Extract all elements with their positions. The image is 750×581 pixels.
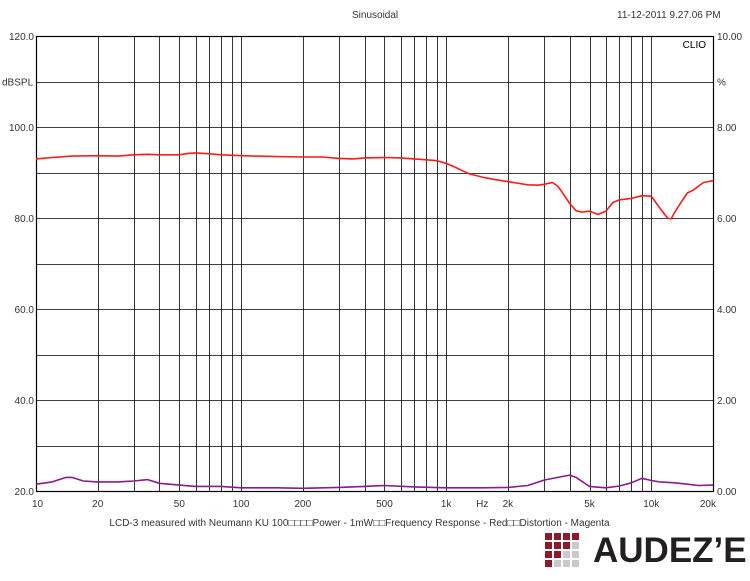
logo-square-icon [545,560,552,567]
logo-square-icon [554,560,561,567]
x-tick-label: 200 [294,499,311,510]
x-tick-label: 5k [584,499,596,510]
logo-square-icon [545,542,552,549]
frequency-response-line [35,152,714,220]
x-tick-label: 10 [32,499,44,510]
x-tick-label: 1k [441,499,453,510]
y2-tick-label: 10.00 [717,32,742,43]
logo-square-icon [572,542,579,549]
y-tick-label: 40.0 [15,396,35,407]
logo-wordmark: AUDEZ’E [593,531,747,570]
y-tick-label: 20.0 [15,487,35,498]
frequency-response-chart: 120.0 100.0 80.0 60.0 40.0 20.0 10.00 8.00 6.00 4… [2,32,742,529]
logo-square-icon [545,551,552,558]
x-tick-label: 50 [174,499,186,510]
y2-axis-label: % [717,78,726,89]
logo-square-icon [563,542,570,549]
y2-tick-label: 0.00 [717,487,737,498]
logo-square-icon [572,533,579,540]
y2-tick-label: 6.00 [717,214,737,225]
x-tick-label: 20k [700,499,717,510]
x-tick-label: 100 [233,499,250,510]
logo-square-icon [563,560,570,567]
logo-square-icon [563,533,570,540]
x-tick-label: 10k [643,499,660,510]
distortion-line [35,474,714,490]
x-tick-label: 20 [92,499,104,510]
logo-square-icon [563,551,570,558]
header-title: Sinusoidal [352,10,399,21]
y2-tick-label: 2.00 [717,396,737,407]
y-tick-label: 120.0 [9,32,34,43]
logo-square-icon [572,551,579,558]
x-axis-label: Hz [476,499,488,510]
x-tick-label: 500 [376,499,393,510]
y-tick-label: 80.0 [15,214,35,225]
x-tick-label: 2k [503,499,515,510]
chart-caption: LCD-3 measured with Neumann KU 100□□□□Po… [109,518,610,529]
y2-tick-label: 4.00 [717,305,737,316]
y2-tick-label: 8.00 [717,123,737,134]
logo-square-icon [545,533,552,540]
logo-square-icon [554,533,561,540]
y-axis-label: dBSPL [2,78,34,89]
corner-label: CLIO [683,40,707,51]
audeze-logo: AUDEZ’E [545,531,747,575]
logo-square-icon [572,560,579,567]
logo-square-icon [554,542,561,549]
logo-square-icon [554,551,561,558]
y-tick-label: 100.0 [9,123,34,134]
plot-frame [35,35,715,493]
y-tick-label: 60.0 [15,305,35,316]
header-timestamp: 11-12-2011 9.27.06 PM [617,10,721,21]
